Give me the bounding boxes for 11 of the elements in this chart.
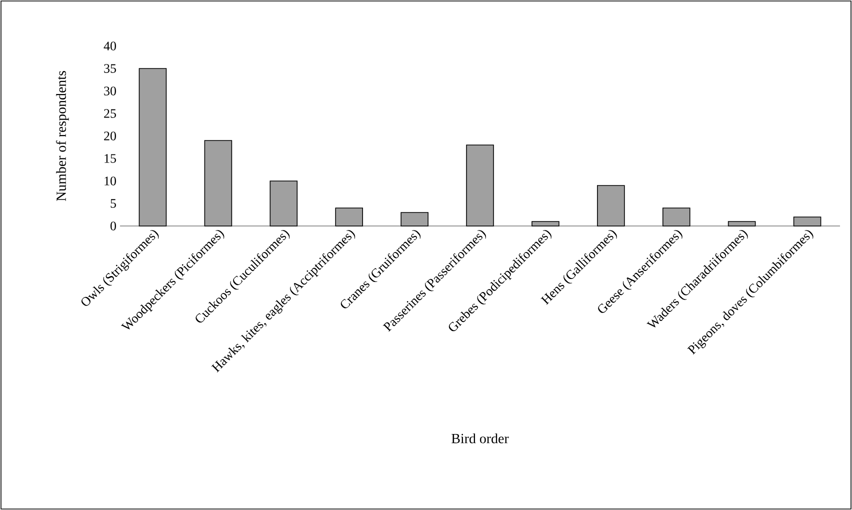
y-tick-label: 10 bbox=[104, 176, 116, 186]
x-axis-title: Bird order bbox=[452, 433, 509, 444]
y-tick-label: 0 bbox=[110, 222, 116, 230]
y-tick-label: 25 bbox=[104, 109, 116, 118]
y-tick-label: 15 bbox=[104, 154, 116, 163]
y-tick-label: 35 bbox=[104, 64, 116, 73]
y-tick-label: 5 bbox=[110, 199, 116, 208]
y-axis-title: Number of respondents bbox=[56, 71, 69, 202]
y-tick-label: 30 bbox=[104, 86, 116, 96]
y-tick-label: 40 bbox=[104, 42, 116, 50]
y-tick-label: 20 bbox=[104, 132, 116, 140]
